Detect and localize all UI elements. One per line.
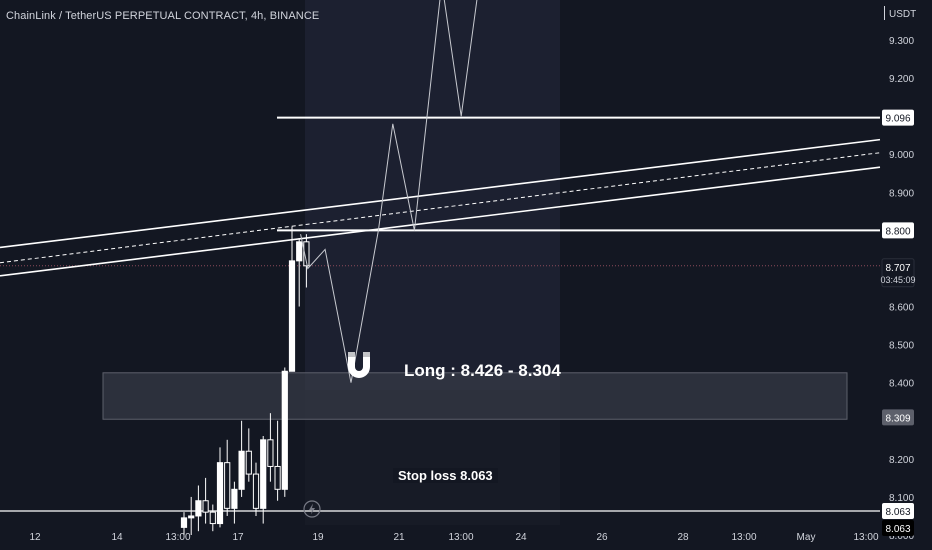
x-tick-label: 28 [677, 532, 689, 543]
magnet-icon [348, 352, 370, 378]
candle [209, 504, 216, 532]
price-badge: 8.063 [882, 520, 914, 537]
candle [224, 439, 231, 516]
x-tick-label: 17 [232, 532, 244, 543]
candle-body [231, 488, 238, 509]
candle-body [180, 517, 188, 528]
price-badge: 8.800 [882, 222, 914, 239]
candle [202, 477, 209, 524]
channel-mid-line[interactable] [0, 152, 881, 264]
price-badge-box [881, 258, 915, 288]
candle-body [238, 450, 245, 490]
candle [252, 462, 260, 516]
price-badge: 8.309 [882, 409, 914, 426]
y-tick-label: 8.000 [889, 531, 914, 542]
x-tick-label: 13:00 [165, 532, 190, 543]
candle-body [188, 515, 195, 519]
candle [238, 420, 245, 497]
x-tick-label: 24 [515, 532, 527, 543]
price-badge-box [882, 222, 914, 239]
symbol-title[interactable]: ChainLink / TetherUS PERPETUAL CONTRACT,… [6, 10, 320, 22]
candle [274, 420, 281, 501]
price-badge-value: 9.096 [885, 114, 910, 125]
y-tick-label: 8.400 [889, 379, 914, 390]
long-zone-label: Long : 8.426 - 8.304 [404, 361, 561, 380]
y-tick-label: 8.100 [889, 493, 914, 504]
y-tick-label: 9.000 [889, 150, 914, 161]
candle [245, 428, 252, 482]
lightning-bolt-icon[interactable] [303, 500, 321, 518]
candle [188, 496, 195, 535]
candle [216, 447, 224, 528]
candle [180, 512, 188, 535]
candle-body [267, 439, 274, 467]
candle [195, 485, 202, 532]
candle [288, 226, 296, 372]
candle [281, 367, 288, 497]
candle-body [224, 462, 231, 509]
y-tick-label: 9.200 [889, 74, 914, 85]
x-tick-label: 14 [111, 532, 123, 543]
currency-label: USDT [889, 9, 917, 20]
stop-loss-label: Stop loss 8.063 [393, 468, 498, 483]
candle [260, 436, 267, 524]
price-badge-countdown: 03:45:09 [880, 275, 915, 285]
x-tick-label: 26 [596, 532, 608, 543]
price-badge: 8.063 [882, 503, 914, 520]
price-badge: 9.096 [882, 109, 914, 126]
y-tick-label: 9.300 [889, 36, 914, 47]
channel-upper-line[interactable] [0, 138, 881, 249]
candle [267, 413, 274, 482]
price-badge-value: 8.800 [885, 226, 910, 237]
price-badge-value: 8.707 [885, 263, 910, 274]
currency-divider [884, 6, 885, 20]
candle [296, 238, 303, 307]
y-tick-label: 8.200 [889, 455, 914, 466]
price-badge-box [882, 109, 914, 126]
candle-body [209, 511, 216, 525]
channel-lower-line[interactable] [0, 166, 881, 277]
candle-body [296, 241, 303, 262]
price-badge-value: 8.309 [885, 413, 910, 424]
x-tick-label: 21 [393, 532, 405, 543]
candle-body [216, 462, 224, 525]
price-badge-box [882, 409, 914, 426]
price-badge-box [882, 503, 914, 520]
candle-body [245, 450, 252, 475]
y-tick-label: 8.900 [889, 188, 914, 199]
candle-body [274, 465, 281, 490]
x-tick-label: 13:00 [448, 532, 473, 543]
y-tick-label: 8.600 [889, 303, 914, 314]
x-tick-label: May [797, 532, 816, 543]
x-tick-label: 19 [312, 532, 324, 543]
candle [231, 481, 238, 524]
candle-body [202, 500, 209, 513]
price-badge-value: 8.063 [885, 524, 910, 535]
x-tick-label: 13:00 [731, 532, 756, 543]
x-tick-label: 13:00 [853, 532, 878, 543]
x-tick-label: 12 [29, 532, 41, 543]
price-badge-box [882, 520, 914, 537]
long-entry-zone[interactable] [102, 372, 848, 420]
candle-body [252, 473, 260, 509]
y-tick-label: 8.500 [889, 341, 914, 352]
projection-path[interactable] [300, 0, 480, 383]
candle-body [288, 260, 296, 372]
candle-body [195, 500, 202, 517]
candle-body [281, 370, 288, 490]
candle-body [303, 241, 310, 267]
candle-body [260, 439, 267, 509]
price-badge-value: 8.063 [885, 507, 910, 518]
